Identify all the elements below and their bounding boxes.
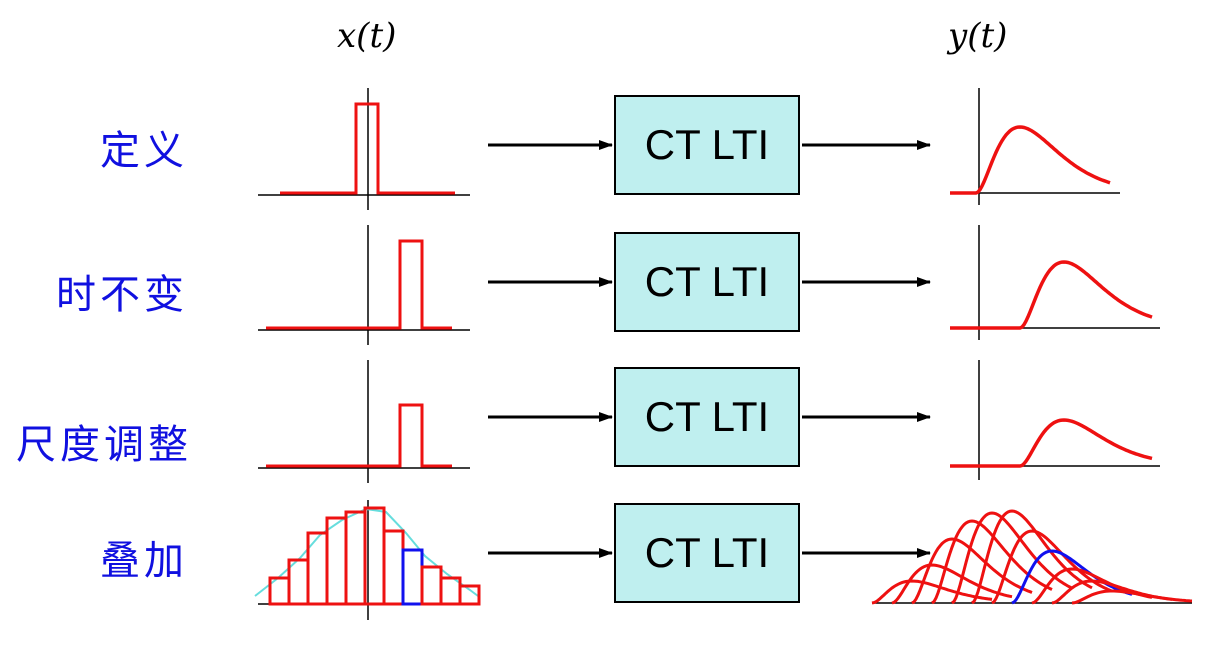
input-pulse (280, 102, 455, 195)
row-label-superposition: 叠加 (100, 538, 188, 584)
output-header: y(t) (948, 16, 1008, 56)
system-box-label: CT LTI (644, 529, 770, 576)
input-scaled-pulse (266, 403, 452, 468)
input-pulse-bar (458, 584, 481, 606)
output-shifted-scaled-response (871, 579, 993, 605)
output-shifted-response (950, 260, 1153, 330)
system-box-label: CT LTI (644, 258, 770, 305)
output-shifted-scaled-response (931, 519, 1053, 605)
output-shifted-scaled-response (991, 529, 1113, 605)
system-box-scaling: CT LTI (614, 367, 800, 467)
output-shifted-scaled-response (971, 509, 1093, 605)
output-shifted-scaled-response (911, 537, 1033, 605)
output-shifted-scaled-response (891, 563, 1013, 605)
output-scaled-response (950, 418, 1153, 468)
row-label-scaling: 尺度调整 (16, 422, 192, 468)
input-highlighted-pulse (401, 548, 424, 606)
output-shifted-scaled-response (951, 511, 1073, 605)
row-label-time-invariance: 时不变 (56, 272, 188, 318)
system-box-label: CT LTI (644, 393, 770, 440)
output-response (950, 125, 1111, 195)
system-box-label: CT LTI (644, 121, 770, 168)
input-header: x(t) (337, 16, 397, 56)
system-box-superposition: CT LTI (614, 503, 800, 603)
row-label-definition: 定义 (100, 128, 188, 174)
input-pulse-bar (420, 565, 443, 606)
output-highlighted-response (1011, 549, 1133, 605)
system-box-time-invariance: CT LTI (614, 232, 800, 332)
input-shifted-pulse (266, 239, 452, 330)
input-pulse-bar (306, 531, 329, 606)
input-pulse-bar (382, 529, 405, 606)
input-pulse-bar (325, 516, 348, 606)
output-shifted-scaled-response (1071, 589, 1193, 605)
input-pulse-bar (344, 510, 367, 606)
system-box-definition: CT LTI (614, 95, 800, 195)
